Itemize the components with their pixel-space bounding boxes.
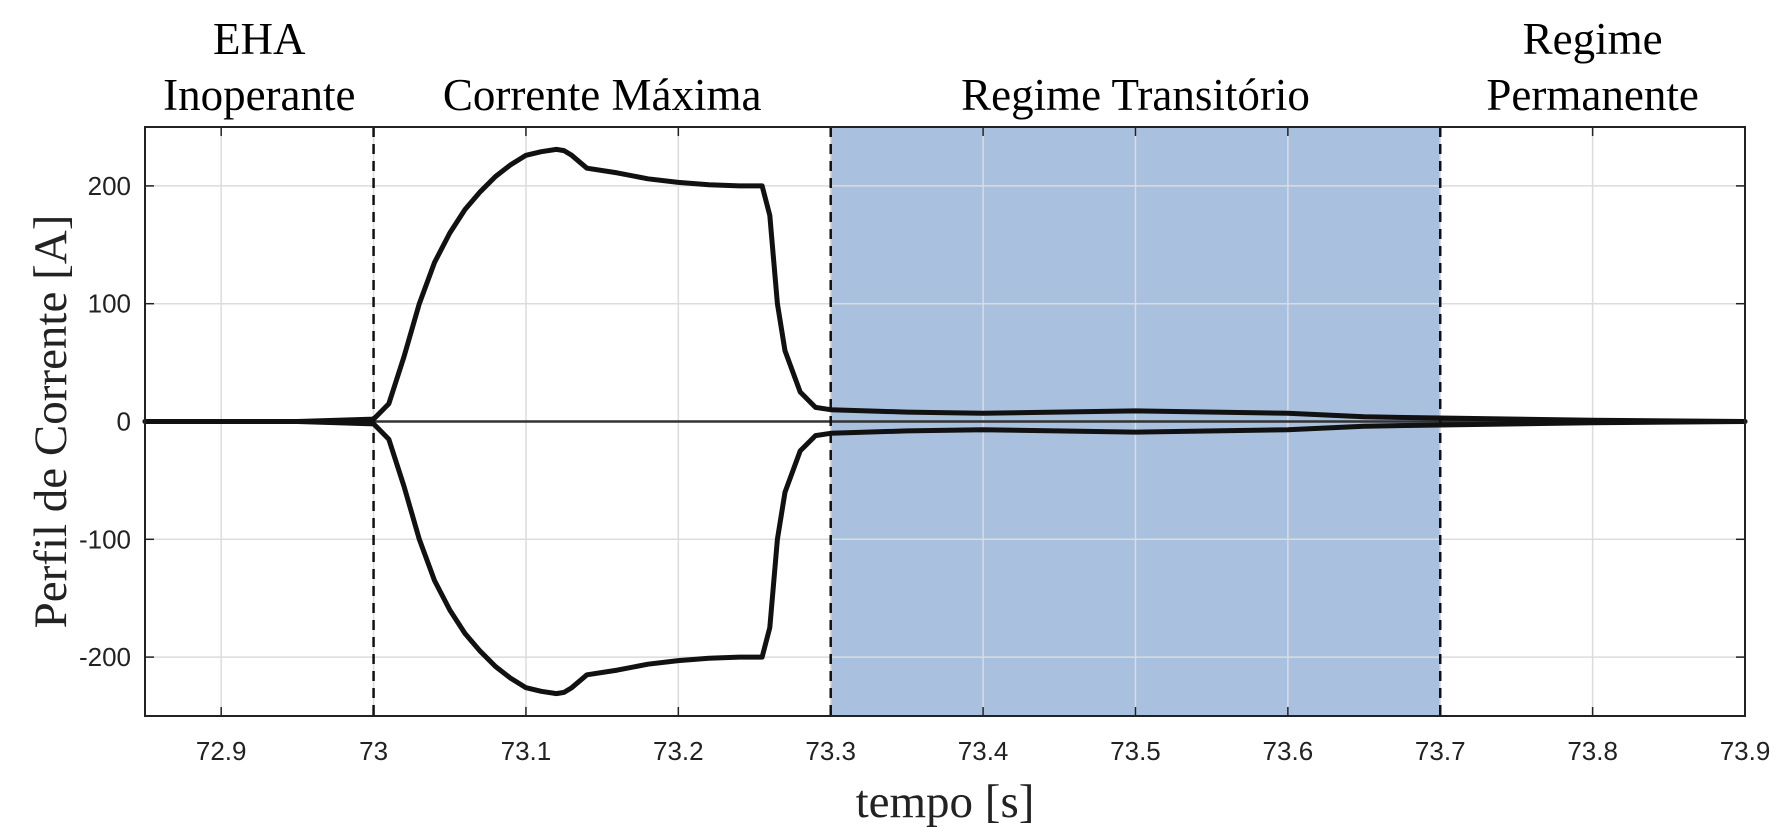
x-tick-label: 73: [359, 736, 388, 766]
positive-current-line: [142, 146, 1748, 424]
x-tick-label: 73.8: [1567, 736, 1618, 766]
region-labels: EHA Inoperante Corrente Máxima Regime Trans…: [163, 14, 1699, 120]
x-tick-label: 72.9: [196, 736, 247, 766]
x-tick-label: 73.9: [1720, 736, 1771, 766]
region-label-text: Regime: [1523, 14, 1663, 64]
y-tick-label: -100: [79, 524, 131, 554]
x-tick-label: 73.3: [805, 736, 856, 766]
tick-labels: 72.9 73 73.1 73.2 73.3 73.4 73.5 73.6 73.7 73.8 73…: [79, 171, 1770, 766]
x-axis-label: tempo [s]: [856, 776, 1035, 828]
series-group: [142, 146, 1748, 697]
region-label-text: EHA: [213, 14, 306, 64]
region-label-text: Corrente Máxima: [443, 70, 762, 120]
plot-frame: [144, 126, 1746, 717]
negative-current-line: [142, 419, 1748, 697]
region-label-text: Permanente: [1486, 70, 1698, 120]
region-boundaries: [372, 127, 1442, 716]
x-tick-label: 73.5: [1110, 736, 1161, 766]
y-tick-label: 100: [88, 289, 131, 319]
x-tick-label: 73.4: [958, 736, 1009, 766]
y-tick-label: -200: [79, 642, 131, 672]
region-label-text: Inoperante: [163, 70, 355, 120]
x-tick-label: 73.6: [1263, 736, 1314, 766]
x-tick-label: 73.1: [501, 736, 552, 766]
x-tick-label: 73.7: [1415, 736, 1466, 766]
region-label-text: Regime Transitório: [961, 70, 1310, 120]
x-tick-label: 73.2: [653, 736, 704, 766]
y-tick-label: 200: [88, 171, 131, 201]
y-axis-label: Perfil de Corrente [A]: [25, 215, 77, 629]
y-tick-label: 0: [117, 407, 131, 437]
